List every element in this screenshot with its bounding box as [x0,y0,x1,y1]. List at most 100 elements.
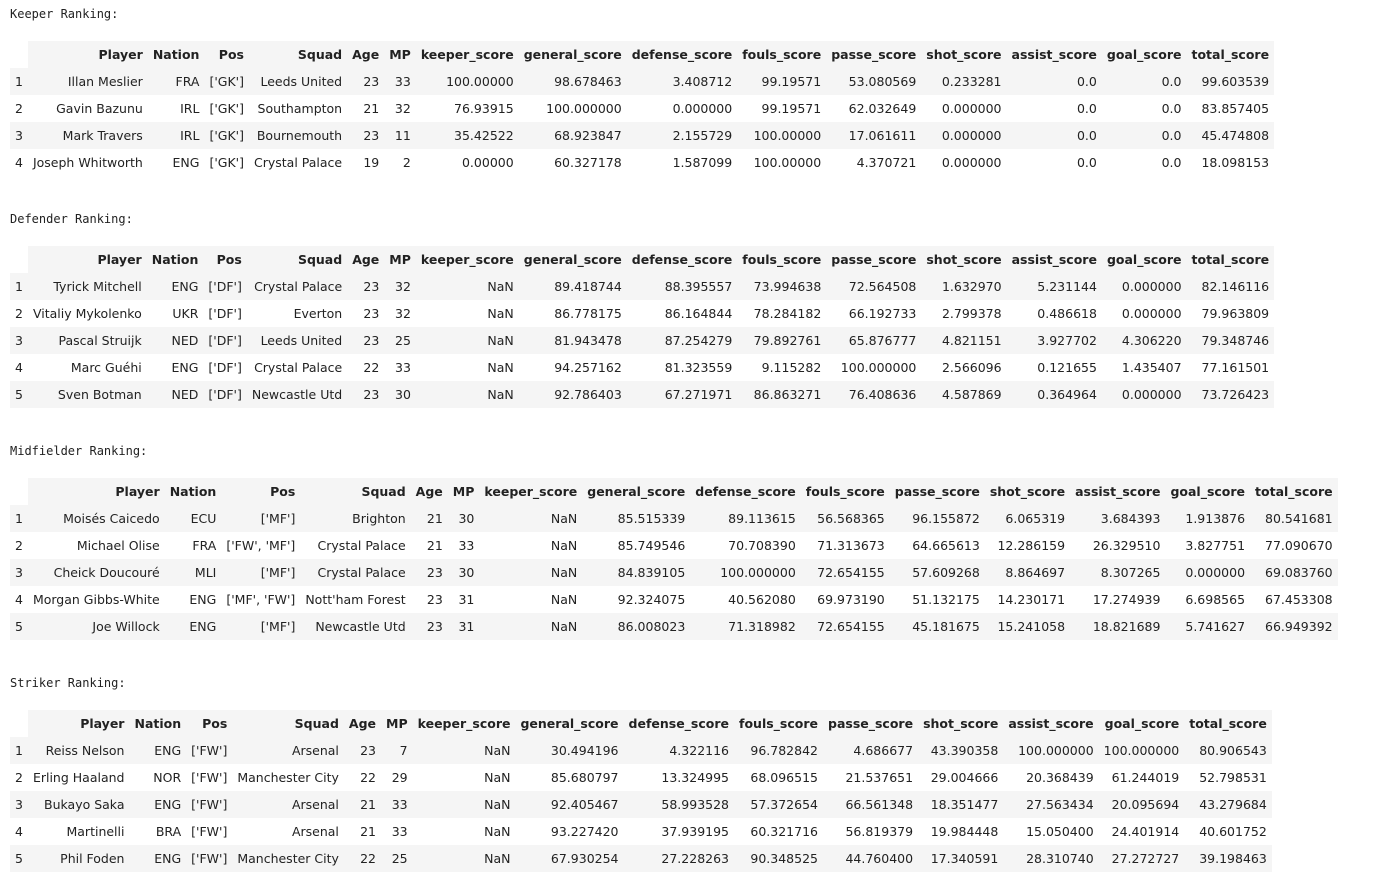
table-cell: 86.863271 [737,381,827,408]
column-header: general_score [515,710,624,737]
table-cell: 61.244019 [1098,764,1185,791]
table-cell: ['FW'] [186,764,233,791]
table-cell: 22 [347,354,385,381]
table-cell: 14.230171 [984,586,1071,613]
table-cell: 23 [347,300,385,327]
table-cell: 56.568365 [800,505,890,532]
row-index-cell: 3 [10,791,28,818]
table-cell: 33 [381,818,413,845]
table-cell: 24.401914 [1098,818,1185,845]
defender-ranking-title: Defender Ranking: [10,212,133,226]
table-cell: 67.271971 [626,381,738,408]
column-header: shot_score [921,246,1007,273]
column-header: passe_score [823,710,919,737]
table-cell: 84.839105 [582,559,691,586]
table-cell: 39.198463 [1184,845,1272,872]
table-cell: 18.821689 [1070,613,1166,640]
table-cell: NaN [479,586,583,613]
table-cell: Arsenal [232,737,344,764]
table-cell: UKR [146,300,204,327]
table-cell: NED [146,327,204,354]
table-cell: 45.181675 [889,613,985,640]
column-header: total_score [1184,710,1272,737]
table-cell: 19.984448 [918,818,1004,845]
column-header: goal_score [1101,246,1187,273]
table-header-row: Player Nation Pos Squad Age MP keeper_score gen… [10,478,1338,505]
row-index-cell: 4 [10,354,28,381]
table-cell: 0.000000 [1101,381,1187,408]
column-header: assist_score [1070,478,1166,505]
table-cell: ['DF'] [203,273,247,300]
table-cell: 30 [384,381,416,408]
column-header: general_score [582,478,691,505]
table-cell: 21 [410,505,448,532]
table-row: 5 Joe Willock ENG ['MF'] Newcastle Utd 23 31 Na… [10,613,1338,640]
table-cell: Crystal Palace [248,149,348,176]
table-cell: Morgan Gibbs-White [27,586,165,613]
column-header: Player [27,41,148,68]
table-cell: 0.0 [1101,122,1187,149]
table-cell: IRL [147,95,205,122]
column-header: shot_score [921,41,1007,68]
column-header: total_score [1186,246,1275,273]
row-index-cell: 3 [10,122,28,149]
table-cell: 64.665613 [889,532,985,559]
table-cell: 0.000000 [921,95,1007,122]
table-cell: Joseph Whitworth [27,149,148,176]
table-cell: 79.348746 [1186,327,1275,354]
table-cell: 26.329510 [1070,532,1166,559]
table-cell: 71.313673 [800,532,890,559]
table-cell: 82.146116 [1186,273,1275,300]
table-cell: 99.19571 [737,68,827,95]
table-cell: 5.741627 [1165,613,1251,640]
table-cell: 18.351477 [918,791,1004,818]
table-cell: NaN [415,300,519,327]
column-header: Pos [186,710,233,737]
table-cell: ['FW'] [186,818,233,845]
column-header: Age [347,246,385,273]
table-cell: 23 [347,381,385,408]
table-cell: Bukayo Saka [27,791,130,818]
table-cell: 0.000000 [1165,559,1251,586]
row-index-cell: 4 [10,586,28,613]
table-cell: 33 [381,791,413,818]
table-cell: 19 [347,149,385,176]
table-cell: 69.083760 [1250,559,1338,586]
table-cell: 6.065319 [984,505,1071,532]
table-row: 5 Sven Botman NED ['DF'] Newcastle Utd 23 30 Na… [10,381,1275,408]
table-cell: Erling Haaland [27,764,130,791]
table-cell: 0.0 [1101,95,1187,122]
table-cell: Arsenal [232,791,344,818]
table-cell: Southampton [248,95,348,122]
table-row: 3 Bukayo Saka ENG ['FW'] Arsenal 21 33 NaN 92.40… [10,791,1272,818]
column-header: assist_score [1006,246,1102,273]
table-cell: 70.708390 [690,532,801,559]
column-header: passe_score [889,478,985,505]
table-cell: ['GK'] [204,149,249,176]
table-cell: 27.228263 [623,845,735,872]
table-cell: 80.906543 [1184,737,1272,764]
table-cell: 23 [410,559,448,586]
table-cell: 23 [343,737,382,764]
table-cell: 51.132175 [889,586,985,613]
table-cell: 3.827751 [1165,532,1251,559]
row-index-cell: 2 [10,764,28,791]
table-cell: ['FW'] [186,845,233,872]
table-cell: 76.93915 [415,95,519,122]
table-cell: 0.000000 [1101,300,1187,327]
table-cell: 0.0 [1006,122,1102,149]
table-cell: 62.032649 [826,95,922,122]
table-cell: NOR [129,764,187,791]
table-cell: 2.566096 [921,354,1007,381]
table-cell: Arsenal [232,818,344,845]
table-cell: ['FW'] [186,791,233,818]
table-cell: 12.286159 [984,532,1071,559]
table-header-row: Player Nation Pos Squad Age MP keeper_score gen… [10,246,1275,273]
table-cell: Michael Olise [27,532,165,559]
table-cell: Sven Botman [27,381,147,408]
table-cell: 8.864697 [984,559,1071,586]
table-cell: 3.408712 [626,68,738,95]
column-header: Squad [232,710,344,737]
row-index-cell: 1 [10,737,28,764]
row-index-cell: 4 [10,149,28,176]
